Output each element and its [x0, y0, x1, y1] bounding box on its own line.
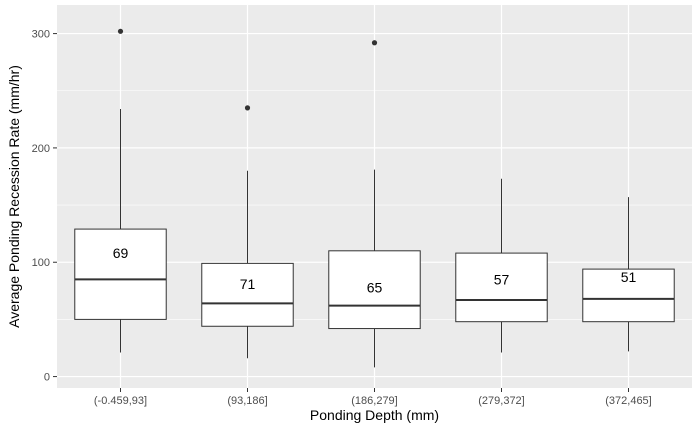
box-iqr: [74, 228, 167, 320]
box-group: 69: [74, 28, 167, 353]
box-iqr: [455, 252, 548, 323]
box-group: 57: [455, 178, 548, 353]
y-axis-title: Average Ponding Recession Rate (mm/hr): [6, 65, 22, 328]
outlier-point: [117, 28, 124, 34]
box-group: 71: [201, 105, 294, 359]
outlier-point: [244, 105, 251, 111]
x-axis-ticks: (-0.459,93] (93,186] (186,279] (279,372] (37…: [94, 388, 652, 407]
x-tick-label: (-0.459,93]: [94, 395, 147, 407]
y-tick-label: 200: [32, 143, 50, 155]
count-label: 71: [240, 276, 256, 292]
y-axis-ticks: 0 100 200 300: [32, 29, 57, 384]
x-tick-label: (372,465]: [605, 395, 651, 407]
count-label: 57: [494, 271, 510, 287]
box-iqr: [201, 262, 294, 327]
box-iqr: [582, 268, 675, 323]
count-label: 69: [113, 245, 129, 261]
y-tick-label: 300: [32, 29, 50, 41]
count-label: 65: [367, 279, 383, 295]
x-tick-label: (93,186]: [227, 395, 267, 407]
y-tick-label: 100: [32, 257, 50, 269]
count-label: 51: [621, 269, 637, 285]
boxes-layer: 69 71 65 57 51: [74, 28, 675, 368]
x-axis-title: Ponding Depth (mm): [310, 407, 439, 423]
box-group: 65: [328, 40, 421, 368]
y-tick-label: 0: [44, 372, 50, 384]
outlier-point: [371, 40, 378, 46]
x-tick-label: (186,279]: [351, 395, 397, 407]
box-group: 51: [582, 197, 675, 352]
box-iqr: [328, 250, 421, 330]
x-tick-label: (279,372]: [478, 395, 524, 407]
